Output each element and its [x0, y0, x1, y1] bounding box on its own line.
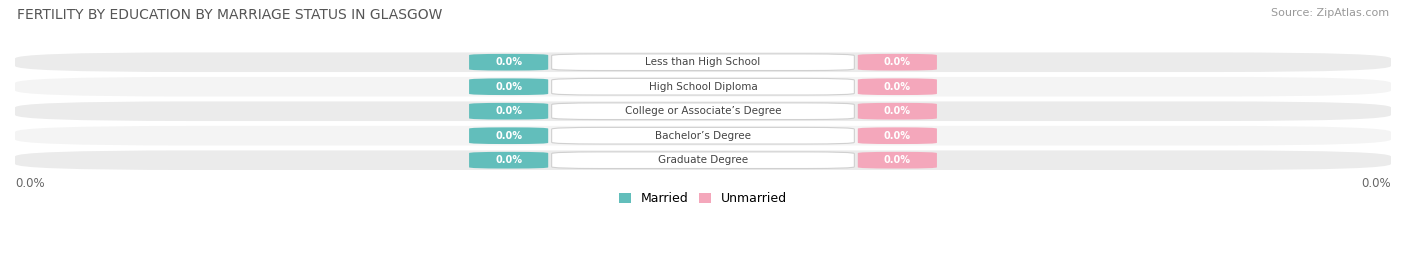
Text: 0.0%: 0.0% [884, 57, 911, 67]
Text: 0.0%: 0.0% [495, 57, 522, 67]
FancyBboxPatch shape [470, 54, 548, 70]
Text: 0.0%: 0.0% [884, 82, 911, 92]
FancyBboxPatch shape [551, 152, 855, 169]
FancyBboxPatch shape [858, 78, 936, 95]
Text: 0.0%: 0.0% [15, 177, 45, 190]
FancyBboxPatch shape [470, 103, 548, 119]
Text: 0.0%: 0.0% [884, 106, 911, 116]
FancyBboxPatch shape [858, 103, 936, 119]
Legend: Married, Unmarried: Married, Unmarried [619, 192, 787, 206]
FancyBboxPatch shape [551, 103, 855, 119]
FancyBboxPatch shape [858, 152, 936, 169]
Text: 0.0%: 0.0% [884, 155, 911, 165]
Text: Less than High School: Less than High School [645, 57, 761, 67]
FancyBboxPatch shape [551, 128, 855, 144]
FancyBboxPatch shape [470, 78, 548, 95]
FancyBboxPatch shape [470, 152, 548, 169]
FancyBboxPatch shape [15, 77, 1391, 97]
FancyBboxPatch shape [15, 150, 1391, 170]
Text: FERTILITY BY EDUCATION BY MARRIAGE STATUS IN GLASGOW: FERTILITY BY EDUCATION BY MARRIAGE STATU… [17, 8, 443, 22]
FancyBboxPatch shape [15, 101, 1391, 121]
FancyBboxPatch shape [858, 54, 936, 70]
Text: 0.0%: 0.0% [495, 131, 522, 141]
FancyBboxPatch shape [15, 126, 1391, 146]
Text: 0.0%: 0.0% [495, 155, 522, 165]
Text: 0.0%: 0.0% [495, 82, 522, 92]
Text: High School Diploma: High School Diploma [648, 82, 758, 92]
FancyBboxPatch shape [470, 128, 548, 144]
Text: 0.0%: 0.0% [495, 106, 522, 116]
Text: Source: ZipAtlas.com: Source: ZipAtlas.com [1271, 8, 1389, 18]
Text: 0.0%: 0.0% [884, 131, 911, 141]
Text: College or Associate’s Degree: College or Associate’s Degree [624, 106, 782, 116]
FancyBboxPatch shape [15, 52, 1391, 72]
Text: Graduate Degree: Graduate Degree [658, 155, 748, 165]
Text: 0.0%: 0.0% [1361, 177, 1391, 190]
FancyBboxPatch shape [551, 54, 855, 70]
Text: Bachelor’s Degree: Bachelor’s Degree [655, 131, 751, 141]
FancyBboxPatch shape [858, 128, 936, 144]
FancyBboxPatch shape [551, 78, 855, 95]
